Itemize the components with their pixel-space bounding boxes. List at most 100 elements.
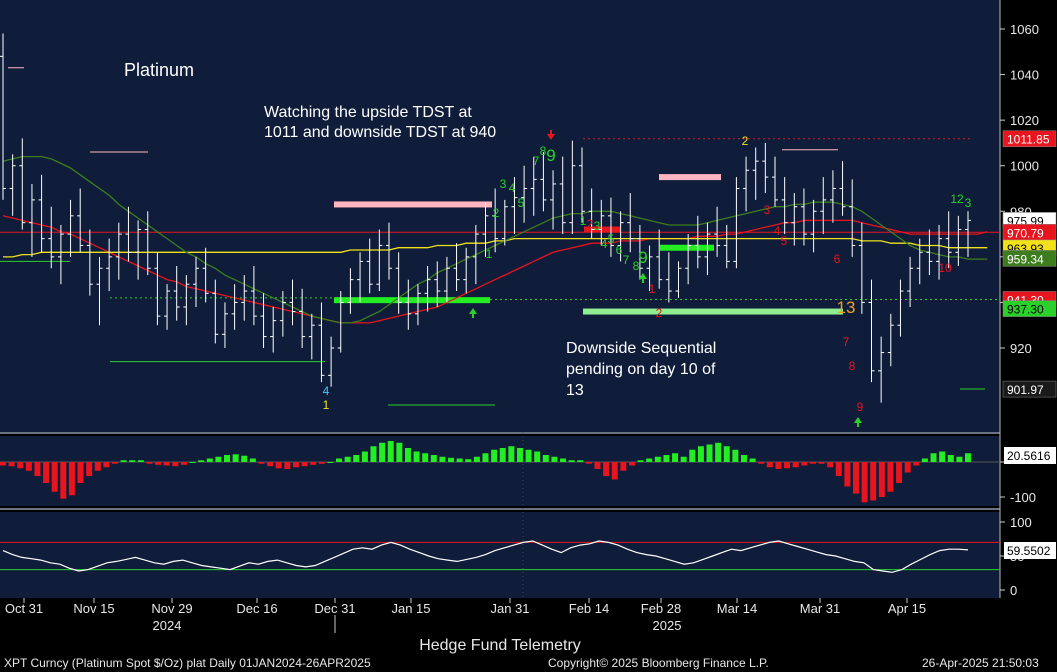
price-bar bbox=[617, 211, 624, 262]
price-bar bbox=[86, 229, 93, 296]
momentum-value-tag-bg bbox=[1004, 447, 1056, 464]
price-tag-bg bbox=[1002, 300, 1057, 317]
price-bar bbox=[77, 188, 84, 253]
price-bar bbox=[414, 284, 421, 326]
momentum-bar bbox=[163, 462, 170, 466]
price-bar bbox=[221, 302, 228, 348]
momentum-bar bbox=[422, 453, 429, 462]
price-bar bbox=[916, 238, 923, 285]
td-sequential-label: 7 bbox=[533, 154, 540, 168]
momentum-bar bbox=[784, 462, 791, 469]
oscillator-value-tag: 59.5502 bbox=[1007, 544, 1051, 558]
momentum-bar bbox=[206, 458, 213, 462]
price-bar bbox=[241, 275, 248, 321]
price-bar bbox=[453, 243, 460, 292]
year-label: 2025 bbox=[653, 618, 682, 633]
momentum-bar bbox=[568, 460, 575, 462]
setup-resistance-band bbox=[334, 201, 492, 208]
momentum-bar bbox=[318, 462, 325, 464]
momentum-bar bbox=[34, 462, 41, 476]
momentum-bar bbox=[396, 442, 403, 462]
price-bar bbox=[173, 265, 180, 321]
momentum-bar bbox=[77, 462, 84, 483]
price-bar bbox=[48, 206, 55, 269]
momentum-bar bbox=[956, 456, 963, 462]
footer-copyright: Copyright© 2025 Bloomberg Finance L.P. bbox=[548, 656, 769, 670]
price-bar bbox=[231, 284, 238, 330]
price-bar bbox=[366, 238, 373, 294]
price-bar bbox=[820, 177, 827, 235]
price-bar bbox=[193, 256, 199, 307]
price-bar bbox=[511, 177, 518, 235]
momentum-bar bbox=[129, 460, 136, 462]
price-bar bbox=[250, 265, 257, 326]
price-bar bbox=[550, 170, 557, 230]
momentum-bar bbox=[456, 458, 463, 462]
price-tag-label: 901.97 bbox=[1007, 383, 1044, 397]
momentum-bar bbox=[921, 458, 928, 462]
momentum-bar bbox=[534, 451, 541, 462]
momentum-bar bbox=[275, 462, 282, 469]
price-bar bbox=[665, 252, 672, 303]
momentum-bar bbox=[939, 451, 946, 462]
up-arrow-icon bbox=[639, 273, 647, 279]
time-axis-label: Apr 15 bbox=[888, 601, 926, 616]
momentum-bar bbox=[137, 460, 144, 462]
up-arrow-icon bbox=[469, 308, 477, 314]
price-bar bbox=[559, 156, 566, 235]
momentum-bar bbox=[25, 462, 32, 471]
price-bar bbox=[57, 224, 64, 285]
price-bar bbox=[714, 206, 721, 257]
setup-red-band bbox=[584, 226, 620, 233]
price-bar bbox=[675, 261, 682, 298]
momentum-bar bbox=[930, 453, 937, 462]
momentum-bar bbox=[594, 462, 601, 469]
price-bar bbox=[463, 247, 470, 294]
price-bar bbox=[878, 336, 885, 403]
momentum-bar bbox=[430, 455, 437, 462]
td-sequential-label: 8 bbox=[540, 144, 547, 158]
momentum-bar bbox=[637, 460, 644, 462]
momentum-bar bbox=[835, 462, 842, 476]
price-bar bbox=[887, 313, 894, 367]
momentum-bar bbox=[947, 455, 954, 462]
time-axis-label: Oct 31 bbox=[5, 601, 43, 616]
price-bar bbox=[858, 222, 865, 314]
price-tag: 959.34 bbox=[1002, 250, 1057, 267]
price-bar bbox=[28, 183, 35, 257]
price-bar bbox=[144, 211, 151, 276]
price-bar bbox=[752, 147, 759, 200]
td-sequential-label: 9 bbox=[857, 400, 864, 414]
momentum-bar bbox=[267, 462, 274, 467]
price-bar bbox=[598, 199, 605, 246]
price-bar bbox=[936, 224, 943, 280]
price-bar bbox=[299, 288, 306, 348]
momentum-bar bbox=[878, 462, 885, 497]
momentum-bar bbox=[551, 456, 558, 462]
momentum-bar bbox=[585, 462, 592, 464]
price-tag: 970.79 bbox=[1002, 224, 1057, 241]
price-bar bbox=[965, 211, 971, 257]
td-sequential-label: 1 bbox=[486, 247, 493, 261]
momentum-bar bbox=[508, 446, 515, 462]
price-axis-label: 1060 bbox=[1010, 22, 1039, 37]
price-tag-bg bbox=[1002, 130, 1057, 147]
momentum-bar bbox=[603, 462, 610, 476]
td-sequential-label: 3 bbox=[500, 177, 507, 191]
td-sequential-label: 8 bbox=[633, 259, 640, 273]
momentum-bar bbox=[758, 462, 765, 464]
price-bar bbox=[723, 224, 730, 269]
momentum-bar bbox=[870, 462, 877, 501]
price-bar bbox=[357, 252, 364, 303]
price-bar bbox=[772, 156, 778, 207]
momentum-bar bbox=[706, 444, 713, 462]
momentum-bar bbox=[180, 462, 187, 465]
momentum-bar bbox=[473, 456, 480, 462]
price-bar bbox=[656, 229, 663, 289]
momentum-bar bbox=[327, 462, 334, 463]
td-sequential-label: 2 bbox=[493, 206, 500, 220]
price-bar bbox=[579, 147, 585, 223]
td-sequential-label: 7 bbox=[623, 253, 630, 267]
price-bar bbox=[569, 140, 576, 235]
price-bar bbox=[376, 229, 383, 292]
